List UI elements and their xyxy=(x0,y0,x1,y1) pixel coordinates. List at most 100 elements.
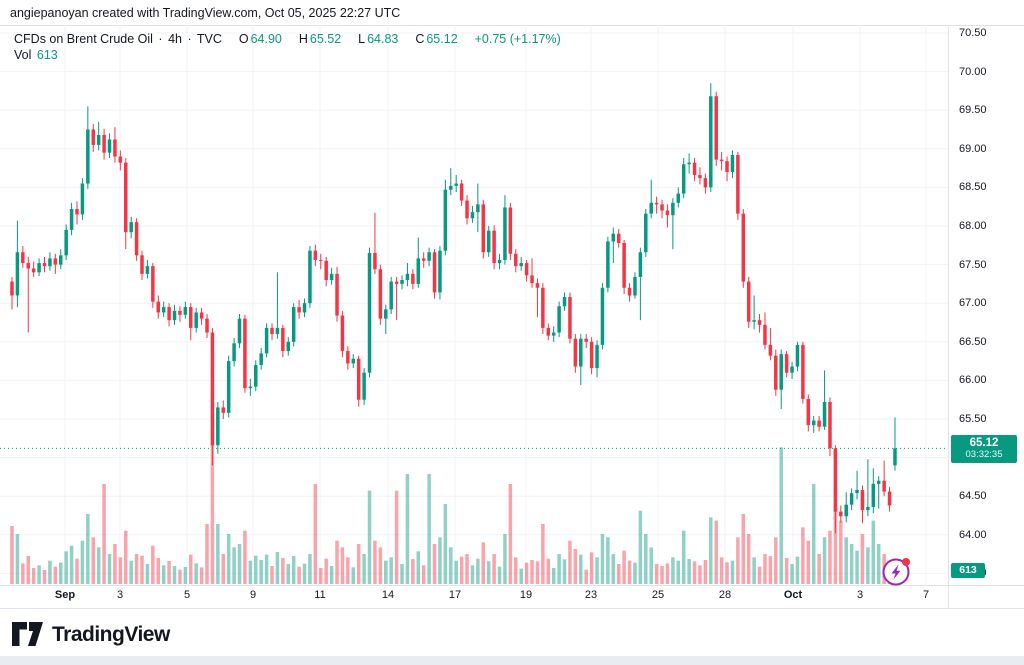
volume-bar xyxy=(660,566,664,584)
volume-bar xyxy=(730,560,735,584)
volume-badge: 613 xyxy=(951,563,985,578)
legend-row-volume: Vol 613 xyxy=(14,47,563,63)
candle-body xyxy=(595,344,599,369)
price-axis[interactable]: 65.12 03:32:35 613 70.50 70.00 69.50 69.00 6… xyxy=(948,25,1024,608)
legend-separator: · xyxy=(187,32,192,46)
candle-body xyxy=(10,281,14,296)
volume-bar xyxy=(633,562,637,584)
spark-button[interactable] xyxy=(879,554,915,590)
volume-bar xyxy=(270,566,274,584)
time-axis-label: 5 xyxy=(183,589,191,601)
candle-body xyxy=(692,162,697,176)
volume-bar xyxy=(37,565,41,584)
candle-body xyxy=(297,307,301,313)
volume-bar xyxy=(654,564,659,584)
volume-bar xyxy=(562,559,567,584)
volume-bar xyxy=(254,555,258,584)
candle-body xyxy=(476,204,480,213)
volume-bar xyxy=(216,524,220,584)
volume-bar xyxy=(579,554,583,584)
volume-bar xyxy=(194,563,198,584)
time-axis-label: 17 xyxy=(448,589,462,601)
candle-body xyxy=(346,351,350,364)
volume-bar xyxy=(627,560,632,584)
volume-bar xyxy=(389,557,393,584)
volume-bar xyxy=(335,540,339,584)
candle-body xyxy=(698,175,702,179)
candle-body xyxy=(774,355,778,390)
candle-body xyxy=(308,250,312,304)
candle-body xyxy=(606,241,610,288)
time-axis-label: Sep xyxy=(54,589,76,601)
volume-bar xyxy=(709,517,713,584)
volume-bar xyxy=(15,534,20,584)
volume-bar xyxy=(394,490,399,584)
candle-body xyxy=(849,493,854,505)
volume-bar xyxy=(151,545,155,584)
volume-bar xyxy=(719,557,724,584)
price-tick-label: 64.00 xyxy=(959,528,987,541)
tradingview-logo[interactable]: TradingView xyxy=(12,622,170,647)
candle-body xyxy=(411,273,415,284)
candle-body xyxy=(714,96,718,160)
volume-bar xyxy=(833,507,838,584)
volume-bar xyxy=(248,560,253,584)
volume-bar xyxy=(871,520,876,584)
candle-body xyxy=(254,364,258,387)
time-axis-label: 14 xyxy=(381,589,395,601)
candle-body xyxy=(730,154,735,172)
candle-body xyxy=(64,229,68,256)
candle-body xyxy=(259,353,263,365)
candle-body xyxy=(21,252,25,264)
volume-bar xyxy=(828,530,832,584)
candle-body xyxy=(427,252,431,261)
candle-body xyxy=(96,134,101,145)
candle-body xyxy=(134,222,139,256)
candle-body xyxy=(503,207,507,260)
volume-bar xyxy=(530,560,534,584)
candle-body xyxy=(806,398,811,426)
candle-body xyxy=(871,483,876,508)
volume-bar xyxy=(75,558,79,584)
candle-body xyxy=(80,183,85,215)
time-axis[interactable]: Sep 3 5 9 11 14 17 19 23 25 28 Oct 3 7 xyxy=(0,585,1024,608)
candle-body xyxy=(15,252,20,296)
candle-body xyxy=(107,139,112,153)
candle-body xyxy=(194,312,198,328)
volume-bar xyxy=(757,566,762,584)
volume-bar xyxy=(145,564,150,584)
volume-bar xyxy=(492,554,496,584)
volume-bar xyxy=(535,561,540,584)
candle-body xyxy=(481,204,486,253)
volume-bar xyxy=(806,540,811,584)
price-tick-label: 69.00 xyxy=(959,142,987,155)
candle-body xyxy=(221,407,226,413)
volume-bar xyxy=(291,556,296,584)
candle-body xyxy=(660,204,664,211)
volume-bar xyxy=(156,558,161,584)
volume-bar xyxy=(465,554,469,584)
candle-body xyxy=(703,178,708,188)
volume-bar xyxy=(264,554,269,584)
lightning-icon xyxy=(891,564,901,580)
volume-label: Vol xyxy=(14,48,32,62)
high-value: 65.52 xyxy=(309,32,342,46)
candle-body xyxy=(178,310,182,315)
candle-body xyxy=(514,253,518,267)
volume-bar xyxy=(421,565,426,584)
candle-body xyxy=(454,183,458,186)
volume-bar xyxy=(118,557,123,584)
volume-bar xyxy=(324,558,328,584)
candle-body xyxy=(384,309,388,319)
candle-body xyxy=(600,287,605,345)
candle-body xyxy=(145,266,150,274)
volume-bar xyxy=(48,560,52,584)
candle-body xyxy=(557,306,561,333)
candle-body xyxy=(140,255,144,274)
price-chart-pane[interactable] xyxy=(0,25,948,585)
volume-bar xyxy=(286,564,291,584)
volume-bar xyxy=(53,566,58,584)
candle-body xyxy=(275,327,280,335)
volume-bar xyxy=(10,526,14,584)
time-axis-label: 19 xyxy=(519,589,533,601)
